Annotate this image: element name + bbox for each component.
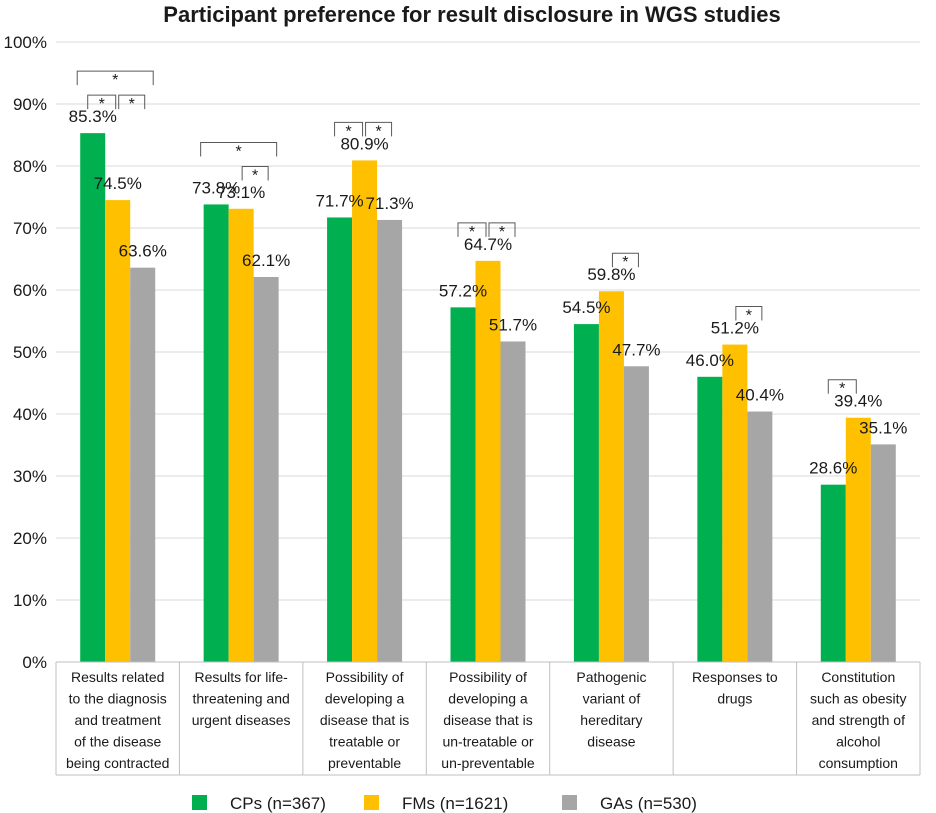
data-label: 62.1% [242, 251, 290, 270]
legend-label: GAs (n=530) [600, 794, 697, 813]
y-tick-label: 0% [22, 653, 47, 672]
data-label: 35.1% [859, 418, 907, 437]
bar [747, 411, 773, 662]
data-label: 51.7% [489, 315, 537, 334]
data-label: 71.3% [365, 194, 413, 213]
significance-bracket [334, 121, 364, 137]
significance-star: * [499, 224, 505, 241]
bar [475, 260, 501, 662]
y-tick-label: 20% [13, 529, 47, 548]
category-label: Pathogenic variant of hereditary disease [576, 669, 646, 750]
y-tick-label: 10% [13, 591, 47, 610]
significance-bracket [200, 141, 278, 157]
significance-bracket [457, 222, 487, 237]
bar [623, 366, 649, 662]
significance-bracket [76, 70, 154, 86]
significance-bracket [827, 379, 857, 394]
legend-swatch [562, 795, 577, 810]
category-table: Results related to the diagnosis and treat… [55, 661, 921, 776]
bar [203, 204, 229, 662]
significance-bracket [735, 306, 763, 321]
bar [105, 200, 131, 662]
data-label: 46.0% [686, 351, 734, 370]
data-label: 39.4% [834, 392, 882, 411]
significance-star: * [375, 123, 381, 140]
significance-star: * [839, 381, 845, 398]
data-labels: 85.3% 74.5% 63.6% 73.8%73.1% 62.1% 71.7% 80.9%… [69, 107, 908, 478]
data-label: 71.7% [315, 191, 363, 210]
y-tick-label: 30% [13, 467, 47, 486]
category-label: Responses to drugs [692, 669, 778, 707]
data-label: 57.2% [439, 281, 487, 300]
data-label: 73.1% [217, 183, 265, 202]
legend-swatch [192, 795, 207, 810]
significance-star: * [129, 96, 135, 113]
data-label: 74.5% [94, 174, 142, 193]
y-tick-label: 50% [13, 343, 47, 362]
bar [327, 217, 353, 662]
significance-star: * [622, 254, 628, 271]
significance-bracket [87, 94, 117, 110]
data-label: 54.5% [562, 298, 610, 317]
category-label: Results for life-threatening and urgent d… [192, 669, 291, 728]
legend-swatch [364, 795, 379, 810]
data-label: 64.7% [464, 235, 512, 254]
significance-star: * [345, 123, 351, 140]
data-label: 80.9% [340, 134, 388, 153]
y-tick-label: 90% [13, 95, 47, 114]
bar [722, 344, 748, 662]
category-label: Possibility of developing a disease that i… [441, 669, 535, 771]
data-label: 85.3% [69, 107, 117, 126]
bar [352, 160, 378, 663]
bar [573, 324, 599, 662]
legend-label: FMs (n=1621) [402, 794, 508, 813]
significance-star: * [746, 308, 752, 325]
significance-bracket [611, 252, 639, 268]
bar [697, 376, 723, 662]
legend-label: CPs (n=367) [230, 794, 326, 813]
y-tick-label: 100% [4, 33, 47, 52]
bar [450, 307, 476, 662]
y-tick-label: 70% [13, 219, 47, 238]
significance-star: * [236, 143, 242, 160]
significance-bracket [488, 222, 516, 237]
data-label: 63.6% [119, 242, 167, 261]
significance-bracket [241, 165, 269, 181]
bar [598, 291, 624, 662]
significance-star: * [112, 72, 118, 89]
category-label: Possibility of developing a disease that i… [320, 669, 410, 771]
bar [253, 276, 279, 662]
bar [377, 219, 403, 662]
bar [130, 267, 156, 662]
data-label: 28.6% [809, 459, 857, 478]
y-axis-ticks: 0% 10% 20% 30% 40% 50% 60% 70% 80% 90% 100% [4, 33, 47, 672]
bar [500, 341, 526, 662]
y-tick-label: 40% [13, 405, 47, 424]
data-label: 51.2% [711, 319, 759, 338]
category-label: Constitution such as obesity and strength … [810, 669, 907, 771]
bar [845, 417, 871, 662]
category-label: Results related to the diagnosis and treat… [66, 669, 170, 771]
y-tick-label: 80% [13, 157, 47, 176]
significance-bracket [118, 94, 146, 110]
y-tick-label: 60% [13, 281, 47, 300]
data-label: 40.4% [736, 386, 784, 405]
bar [820, 484, 846, 662]
bar [228, 208, 254, 662]
significance-star: * [99, 96, 105, 113]
chart-title: Participant preference for result disclo… [163, 2, 780, 27]
significance-bracket [365, 121, 393, 137]
significance-brackets: * * * * * * * * * * * * [76, 70, 857, 398]
significance-star: * [252, 167, 258, 184]
data-label: 47.7% [612, 340, 660, 359]
legend: CPs (n=367) FMs (n=1621) GAs (n=530) [192, 794, 697, 813]
data-label: 73.8% [192, 178, 240, 197]
significance-star: * [469, 224, 475, 241]
bar [80, 133, 106, 662]
bar [870, 444, 896, 662]
bars [80, 133, 896, 663]
data-label: 59.8% [587, 265, 635, 284]
